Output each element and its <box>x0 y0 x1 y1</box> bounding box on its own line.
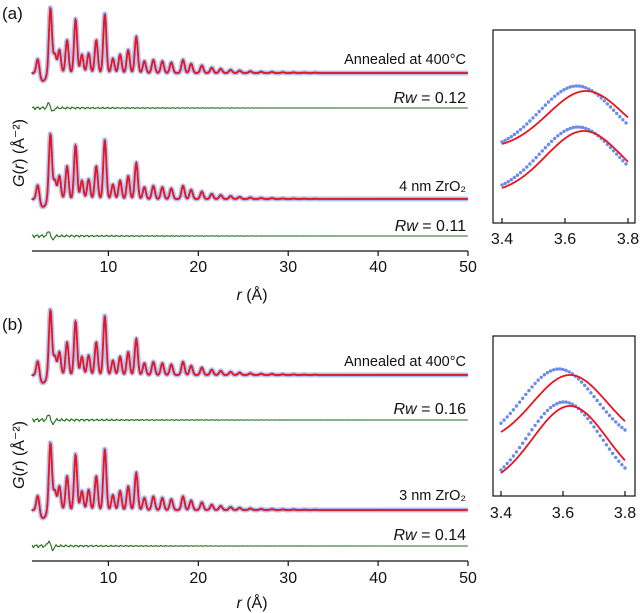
panel-b-lower-rw-label: Rw = 0.14 <box>394 527 467 544</box>
panel-b-upper-rw-symbol: Rw <box>394 401 419 418</box>
panel-b-inset-ticks: 3.4 3.6 3.8 <box>490 491 636 522</box>
panel-b-lower-fit-line <box>32 441 468 519</box>
panel-b-upper-difference-line <box>31 414 468 426</box>
panel-a-lower-rw-value: = 0.11 <box>422 218 466 235</box>
panel-a-inset-upper-fit <box>501 90 629 145</box>
panel-a-inset-frame <box>492 29 636 224</box>
panel-b-x-tick-label-20: 20 <box>189 570 207 587</box>
panel-b: (b) G(r) (Å⁻²) 10 20 30 40 50 r (Å) Annealed… <box>2 307 636 612</box>
panel-b-upper-rw-value: = 0.16 <box>421 401 466 418</box>
panel-b-inset-upper-fit <box>500 374 626 433</box>
panel-a-x-tick-label-10: 10 <box>100 259 118 276</box>
panel-b-label: (b) <box>2 315 23 334</box>
panel-b-x-tick-label-50: 50 <box>459 570 477 587</box>
panel-b-lower-difference-line <box>31 540 468 552</box>
panel-a-inset-lower-dots <box>500 125 628 187</box>
panel-a: (a) G(r) (Å⁻²) 10 20 30 40 50 r (Å) Annealed… <box>2 4 639 304</box>
panel-b-inset: 3.4 3.6 3.8 <box>490 335 636 522</box>
panel-a-upper-rw-label: Rw = 0.12 <box>394 90 467 107</box>
panel-a-lower-fit-line <box>32 132 468 208</box>
panel-a-x-tick-label-30: 30 <box>279 259 297 276</box>
panel-a-x-tick-label-20: 20 <box>189 259 207 276</box>
panel-a-ylabel-unit: (Å⁻²) <box>9 119 28 154</box>
panel-a-inset-upper-dots <box>500 84 628 144</box>
panel-a-x-tick-label-40: 40 <box>369 259 387 276</box>
panel-b-x-tick-label-40: 40 <box>369 570 387 587</box>
panel-b-lower-curve-label: 3 nm ZrO₂ <box>399 488 466 504</box>
panel-a-lower-rw-symbol: Rw <box>395 218 420 235</box>
panel-b-lower-rw-value: = 0.14 <box>421 527 466 544</box>
panel-b-upper-rw-label: Rw = 0.16 <box>394 401 467 418</box>
panel-a-lower-rw-label: Rw = 0.11 <box>395 218 466 235</box>
panel-a-upper-curve-label: Annealed at 400°C <box>344 52 466 68</box>
panel-b-ylabel-prefix: G <box>11 477 28 489</box>
panel-a-ylabel-prefix: G <box>11 175 28 187</box>
panel-a-inset-tick-label-3.8: 3.8 <box>617 231 639 248</box>
panel-a-ylabel: G(r) (Å⁻²) <box>9 119 28 187</box>
panel-b-inset-tick-label-3.8: 3.8 <box>614 505 636 522</box>
panel-a-xlabel-var: r <box>236 287 242 304</box>
panel-b-inset-lower-fit <box>500 405 626 474</box>
panel-a-xlabel-unit: (Å) <box>246 285 267 304</box>
panel-b-ylabel-var: r <box>11 465 28 471</box>
panel-a-lower-curve-label: 4 nm ZrO₂ <box>399 179 466 195</box>
panel-b-x-ticks: 10 20 30 40 50 <box>100 561 477 587</box>
panel-b-ylabel: G(r) (Å⁻²) <box>9 421 28 489</box>
panel-a-label: (a) <box>2 4 23 23</box>
panel-a-upper-fit-line <box>32 6 468 82</box>
panel-b-inset-lower-dots <box>499 400 627 472</box>
panel-b-upper-curve-label: Annealed at 400°C <box>344 354 466 370</box>
panel-b-inset-frame <box>492 335 636 497</box>
panel-a-x-ticks: 10 20 30 40 50 <box>100 251 477 276</box>
panel-a-inset-ticks: 3.4 3.6 3.8 <box>491 218 639 248</box>
panel-a-upper-difference-line <box>31 101 468 112</box>
panel-b-xlabel-unit: (Å) <box>246 593 267 612</box>
panel-b-inset-tick-label-3.6: 3.6 <box>552 505 574 522</box>
panel-b-x-axis-label: r (Å) <box>236 593 267 612</box>
panel-b-lower-rw-symbol: Rw <box>394 527 419 544</box>
panel-a-ylabel-var: r <box>11 163 28 169</box>
panel-a-inset-tick-label-3.4: 3.4 <box>491 231 513 248</box>
panel-a-lower-difference-line <box>31 231 468 241</box>
panel-a-x-axis-label: r (Å) <box>236 285 267 304</box>
panel-b-main-plot: 10 20 30 40 50 r (Å) Annealed at 400°C Rw = … <box>29 307 477 612</box>
panel-a-inset-lower-fit <box>501 130 629 189</box>
panel-b-x-tick-label-30: 30 <box>279 570 297 587</box>
panel-a-upper-rw-symbol: Rw <box>394 90 419 107</box>
panel-b-ylabel-unit: (Å⁻²) <box>9 421 28 456</box>
panel-a-inset: 3.4 3.6 3.8 <box>491 29 639 248</box>
panel-a-inset-tick-label-3.6: 3.6 <box>554 231 576 248</box>
panel-b-x-tick-label-10: 10 <box>100 570 118 587</box>
panel-b-xlabel-var: r <box>236 595 242 612</box>
panel-a-main-plot: 10 20 30 40 50 r (Å) Annealed at 400°C Rw = … <box>29 5 477 304</box>
panel-b-inset-tick-label-3.4: 3.4 <box>490 505 512 522</box>
panel-a-upper-rw-value: = 0.12 <box>421 90 466 107</box>
panel-b-upper-fit-line <box>32 308 468 384</box>
panel-a-x-tick-label-50: 50 <box>459 259 477 276</box>
